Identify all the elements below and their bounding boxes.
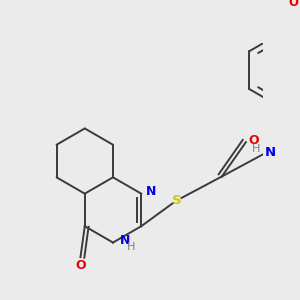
Text: N: N	[146, 184, 157, 198]
Text: S: S	[172, 194, 182, 207]
Text: H: H	[252, 144, 260, 154]
Text: N: N	[120, 234, 130, 247]
Text: O: O	[288, 0, 298, 9]
Text: O: O	[248, 134, 259, 147]
Text: N: N	[264, 146, 275, 159]
Text: H: H	[127, 242, 135, 252]
Text: O: O	[75, 259, 86, 272]
